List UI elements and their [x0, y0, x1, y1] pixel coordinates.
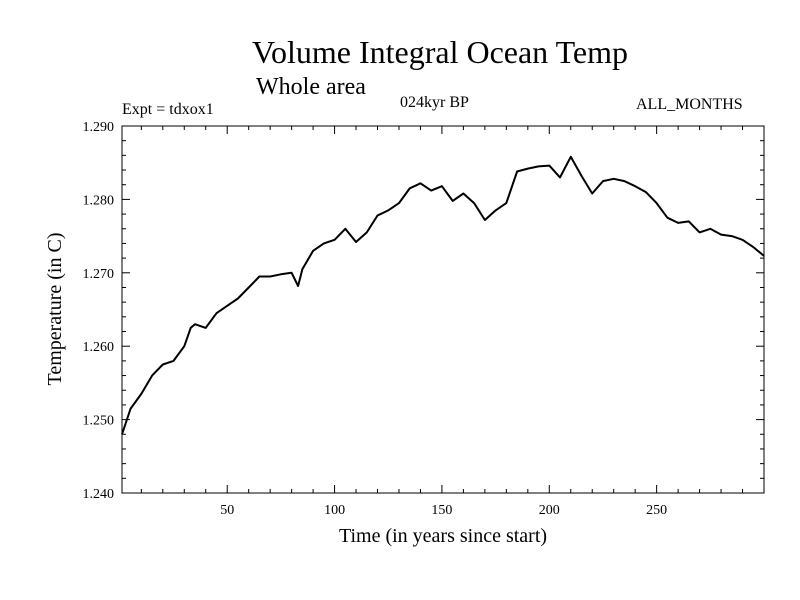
chart-subtitle: Whole area [256, 74, 366, 100]
x-axis-label: Time (in years since start) [339, 525, 547, 547]
x-tick-label: 50 [220, 503, 234, 518]
y-tick-label: 1.260 [83, 340, 115, 355]
x-tick-label: 100 [324, 503, 345, 518]
x-tick-label: 150 [431, 503, 452, 518]
plot-frame [121, 125, 765, 494]
ticks-layer [122, 125, 764, 494]
y-tick-label: 1.250 [83, 414, 115, 429]
y-tick-label: 1.280 [83, 193, 115, 208]
chart-title: Volume Integral Ocean Temp [251, 34, 628, 70]
series-layer [121, 155, 765, 435]
y-tick-label: 1.270 [83, 267, 115, 282]
x-tick-label: 200 [539, 503, 560, 518]
y-axis-label: Temperature (in C) [44, 233, 66, 386]
series-line [121, 155, 765, 435]
y-tick-label: 1.240 [83, 487, 115, 502]
tick-labels-layer: 50 100 150 200 250 1.240 1.250 1.260 1.270 1.280 1… [83, 120, 668, 518]
months-label: ALL_MONTHS [636, 96, 743, 113]
y-tick-label: 1.290 [83, 120, 115, 135]
experiment-label: Expt = tdxox1 [122, 101, 214, 118]
x-tick-label: 250 [646, 503, 667, 518]
period-label: 024kyr BP [400, 94, 469, 111]
